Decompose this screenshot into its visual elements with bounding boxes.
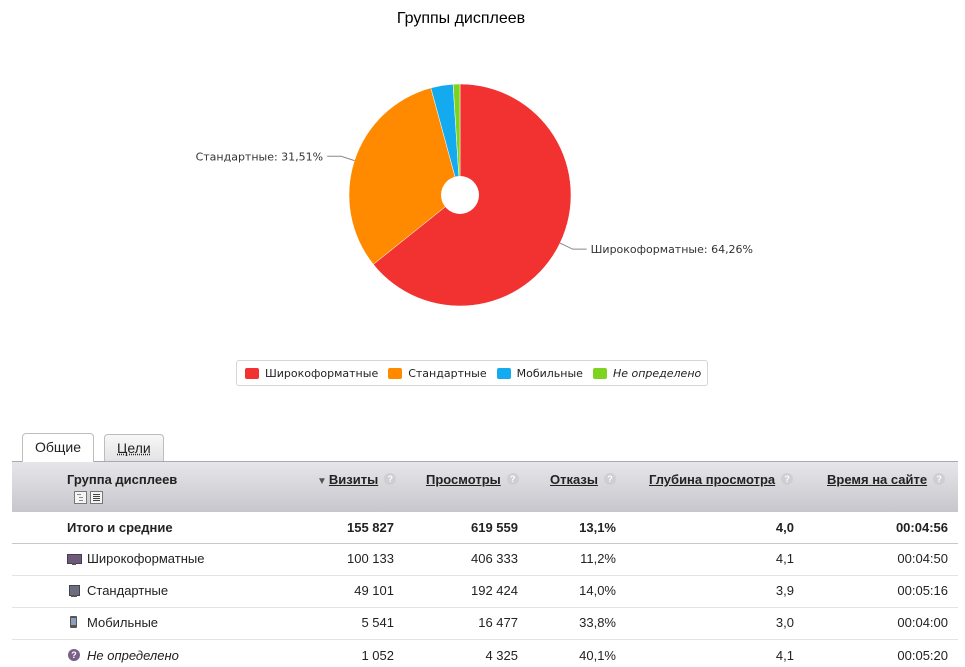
mobile-phone-icon: [67, 615, 81, 629]
help-icon[interactable]: ?: [781, 473, 794, 485]
column-header-label[interactable]: Глубина просмотра: [649, 472, 776, 487]
legend-swatch: [388, 367, 403, 379]
depth-cell: 3,9: [775, 583, 794, 598]
legend-item-standard[interactable]: Стандартные: [388, 366, 487, 380]
time-cell: 00:05:16: [897, 583, 948, 598]
sort-desc-icon: ▼: [317, 476, 327, 487]
pie-slice-3[interactable]: [452, 83, 461, 196]
legend-label: Широкоформатные: [265, 366, 379, 380]
group-label: Стандартные: [87, 583, 169, 598]
group-label: Не определено: [87, 648, 179, 663]
bounces-cell: 33,8%: [579, 615, 616, 630]
table-row[interactable]: Не определено 1 052 4 325 40,1% 4,1 00:0…: [12, 639, 958, 667]
tab-label: Общие: [35, 439, 82, 455]
list-view-icon[interactable]: [90, 491, 103, 504]
total-depth: 4,0: [775, 520, 794, 535]
views-cell: 4 325: [485, 648, 518, 663]
visits-cell: 49 101: [354, 583, 394, 598]
view-mode-switch: [74, 491, 106, 504]
visits-cell: 5 541: [361, 615, 394, 630]
total-time: 00:04:56: [895, 520, 948, 535]
group-cell: Стандартные: [67, 583, 168, 598]
group-label: Мобильные: [87, 615, 159, 630]
tab-general[interactable]: Общие: [22, 433, 95, 462]
widescreen-monitor-icon: [67, 553, 82, 565]
help-icon[interactable]: ?: [506, 473, 519, 485]
pie-chart: Широкоформатные: 64,26% Стандартные: 31,5…: [196, 83, 753, 307]
views-cell: 406 333: [471, 551, 518, 566]
report-tabs: Общие Цели: [22, 433, 174, 462]
tree-view-icon[interactable]: [74, 491, 87, 504]
legend-item-mobile[interactable]: Мобильные: [496, 366, 583, 380]
visits-cell: 1 052: [361, 648, 394, 663]
slice-label-connector: [559, 242, 587, 250]
total-label: Итого и средние: [67, 520, 173, 535]
table-row[interactable]: Мобильные 5 541 16 477 33,8% 3,0 00:04:0…: [12, 607, 958, 640]
group-cell: Не определено: [67, 648, 179, 663]
legend-label: Не определено: [612, 366, 702, 380]
legend-swatch: [245, 367, 259, 379]
depth-cell: 3,0: [775, 615, 794, 630]
chart-legend: Широкоформатные Стандартные Мобильные Не…: [236, 360, 709, 386]
legend-swatch: [592, 367, 607, 379]
pie-center-hole: [441, 176, 479, 214]
slice-label-connector: [327, 155, 355, 162]
group-cell: Широкоформатные: [67, 551, 204, 566]
legend-item-widescreen[interactable]: Широкоформатные: [245, 367, 378, 380]
column-header-label[interactable]: Просмотры: [426, 472, 501, 487]
table-header: Группа дисплеев ▼ Визиты? Просмотры? Отка…: [12, 461, 958, 512]
total-visits: 155 827: [347, 520, 394, 535]
time-cell: 00:04:00: [897, 615, 948, 630]
slice-label-1: Стандартные: 31,51%: [196, 150, 324, 163]
legend-label: Стандартные: [408, 366, 487, 380]
column-header-label[interactable]: Время на сайте: [827, 472, 928, 487]
chart-title: Группы дисплеев: [396, 10, 526, 27]
bounces-cell: 40,1%: [579, 648, 616, 663]
column-header-group: Группа дисплеев: [67, 472, 177, 487]
table-row[interactable]: Стандартные 49 101 192 424 14,0% 3,9 00:…: [12, 575, 958, 608]
column-header-label[interactable]: Отказы: [550, 472, 598, 487]
slice-label-0: Широкоформатные: 64,26%: [591, 243, 753, 256]
tab-label: Цели: [117, 440, 151, 456]
time-cell: 00:05:20: [897, 648, 948, 663]
column-header-label[interactable]: Визиты: [328, 472, 379, 487]
legend-swatch: [496, 367, 511, 379]
legend-item-undefined[interactable]: Не определено: [592, 366, 702, 380]
standard-monitor-icon: [67, 584, 81, 597]
visits-cell: 100 133: [347, 551, 394, 566]
views-cell: 192 424: [471, 583, 518, 598]
group-label: Широкоформатные: [87, 551, 205, 566]
help-icon[interactable]: ?: [933, 473, 946, 485]
tab-goals[interactable]: Цели: [104, 434, 164, 461]
legend-label: Мобильные: [516, 366, 583, 380]
column-header-visits[interactable]: ▼ Визиты?: [317, 472, 397, 487]
column-header-views[interactable]: Просмотры?: [426, 472, 519, 487]
table-total-row: Итого и средние 155 827 619 559 13,1% 4,…: [12, 511, 958, 544]
unknown-device-icon: [67, 648, 81, 662]
pie-slice-1[interactable]: [348, 87, 461, 265]
column-header-label: Группа дисплеев: [67, 472, 178, 487]
bounces-cell: 11,2%: [580, 551, 616, 566]
depth-cell: 4,1: [775, 551, 794, 566]
depth-cell: 4,1: [775, 648, 794, 663]
column-header-time[interactable]: Время на сайте?: [827, 472, 946, 487]
views-cell: 16 477: [478, 615, 518, 630]
help-icon[interactable]: ?: [384, 473, 397, 485]
total-views: 619 559: [471, 520, 518, 535]
bounces-cell: 14,0%: [579, 583, 616, 598]
help-icon[interactable]: ?: [603, 473, 616, 485]
column-header-depth[interactable]: Глубина просмотра?: [649, 472, 794, 487]
time-cell: 00:04:50: [897, 551, 948, 566]
group-cell: Мобильные: [67, 615, 158, 630]
column-header-bounces[interactable]: Отказы?: [550, 472, 616, 487]
table-row[interactable]: Широкоформатные 100 133 406 333 11,2% 4,…: [12, 543, 958, 576]
total-bounces: 13,1%: [579, 520, 616, 535]
